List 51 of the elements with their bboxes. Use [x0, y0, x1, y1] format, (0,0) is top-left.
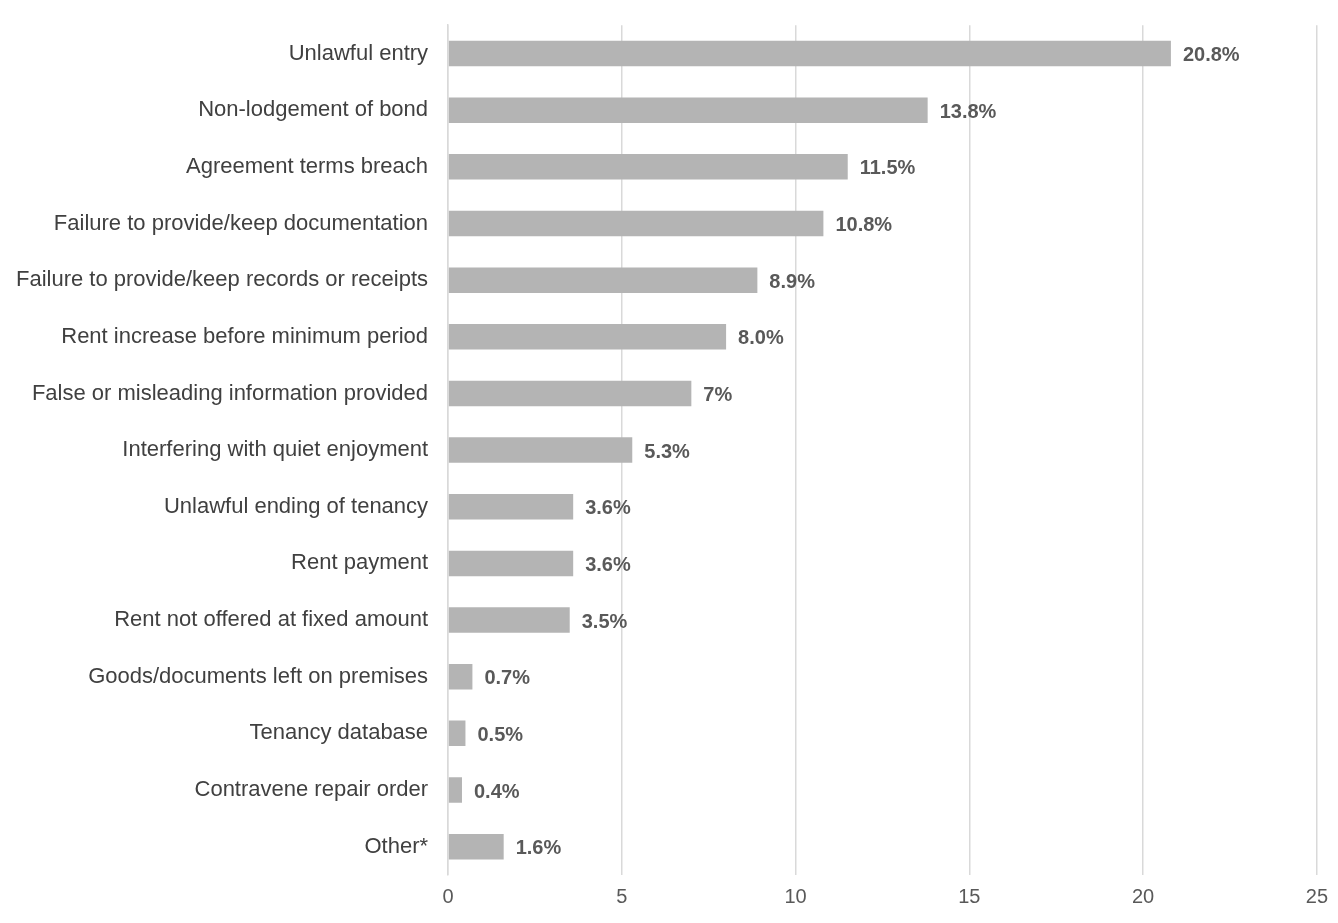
y-tick-label: False or misleading information provided	[31, 379, 429, 405]
y-tick-label: Agreement terms breach	[185, 152, 429, 178]
data-label: 7%	[703, 382, 733, 405]
y-tick-label: Rent payment	[291, 549, 429, 575]
y-tick-label: Non-lodgement of bond	[198, 96, 429, 122]
bar	[448, 154, 848, 180]
bar	[448, 720, 466, 747]
data-label: 11.5%	[859, 156, 916, 179]
bar	[448, 97, 928, 123]
y-tick-label: Rent not offered at fixed amount	[114, 606, 429, 632]
x-tick-label: 25	[1305, 884, 1328, 907]
data-label: 0.4%	[473, 779, 520, 802]
data-label: 0.5%	[477, 722, 524, 745]
x-tick-label: 5	[616, 884, 628, 907]
bar	[448, 267, 758, 293]
data-label: 8.0%	[738, 326, 784, 349]
bar	[448, 833, 504, 860]
data-label: 20.8%	[1182, 43, 1240, 66]
y-tick-label: Unlawful ending of tenancy	[163, 492, 429, 518]
y-tick-label: Goods/documents left on premises	[88, 662, 429, 688]
y-tick-label: Tenancy database	[249, 719, 429, 745]
data-label: 3.6%	[585, 496, 631, 519]
bar	[448, 40, 1171, 67]
data-label: 8.9%	[769, 269, 816, 292]
y-tick-label: Failure to provide/keep records or receipts	[15, 266, 429, 292]
bar	[448, 550, 574, 577]
bar	[448, 324, 727, 350]
y-tick-label: Interfering with quiet enjoyment	[122, 436, 429, 462]
y-tick-label: Other*	[364, 832, 429, 858]
data-label: 1.6%	[515, 836, 562, 859]
bar	[448, 607, 570, 633]
bar	[448, 494, 574, 520]
x-tick-label: 20	[1131, 884, 1155, 907]
y-tick-label: Failure to provide/keep documentation	[53, 209, 429, 235]
bar	[448, 437, 633, 463]
bar	[448, 210, 824, 237]
bar	[448, 380, 692, 407]
data-label: 5.3%	[644, 439, 691, 462]
x-tick-label: 0	[442, 884, 454, 907]
y-tick-label: Rent increase before minimum period	[61, 322, 429, 348]
data-label: 10.8%	[835, 213, 893, 235]
data-label: 3.6%	[585, 552, 631, 575]
y-tick-label: Unlawful entry	[288, 39, 429, 65]
bar	[448, 777, 462, 803]
x-tick-label: 10	[784, 884, 807, 907]
x-tick-label: 15	[958, 884, 981, 907]
data-label: 0.7%	[484, 666, 531, 689]
y-tick-label: Contravene repair order	[194, 776, 429, 802]
data-label: 13.8%	[939, 99, 997, 122]
data-label: 3.5%	[581, 609, 628, 632]
bar	[448, 663, 473, 690]
